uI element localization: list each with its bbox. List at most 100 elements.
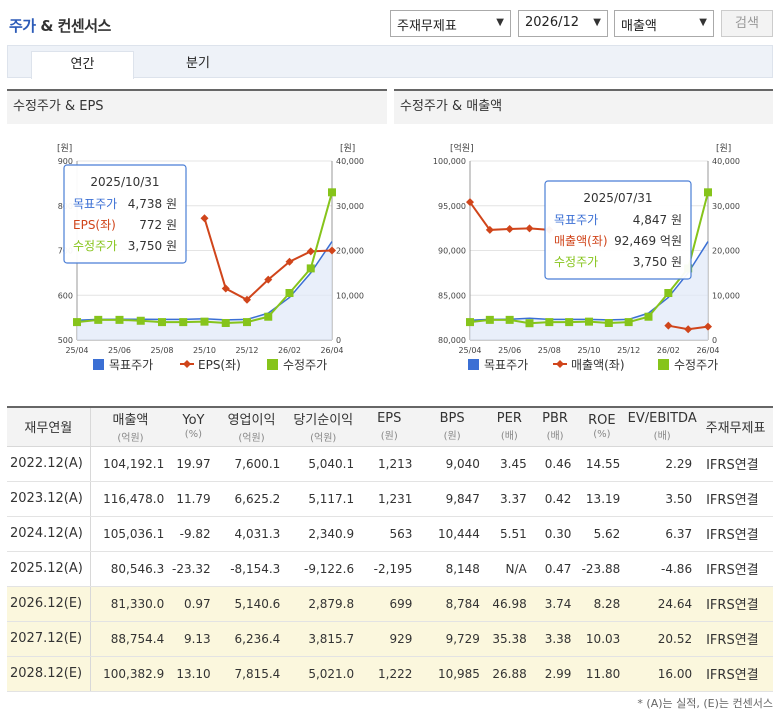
tab-quarterly[interactable]: 분기 xyxy=(186,56,210,71)
tooltip-value: 92,469 억원 xyxy=(614,234,682,248)
row-period: 2023.12(A) xyxy=(7,481,91,517)
right-axis-unit: [원] xyxy=(716,143,731,154)
table-cell: -23.88 xyxy=(577,551,627,587)
column-header: ROE (%) xyxy=(577,406,627,447)
price-point xyxy=(94,315,103,324)
x-tick-label: 26/04 xyxy=(320,346,343,355)
table-cell: 6,236.4 xyxy=(216,621,287,657)
table-cell: 3.74 xyxy=(532,586,578,622)
left-series-point xyxy=(525,224,534,233)
right-tick-label: 10,000 xyxy=(712,291,740,300)
table-cell: 24.64 xyxy=(626,586,699,622)
table-cell: -9,122.6 xyxy=(286,551,361,587)
x-tick-label: 25/04 xyxy=(458,346,481,355)
price-point xyxy=(200,317,209,326)
header: 주가 & 컨센서스 주재무제표 ▼ 2026/12 ▼ 매출액 ▼ 검색 xyxy=(0,0,779,44)
table-cell: -4.86 xyxy=(626,551,699,587)
price-point xyxy=(644,312,653,321)
legend-label: 목표주가 xyxy=(109,358,153,372)
table-cell: -8,154.3 xyxy=(216,551,287,587)
left-axis-unit: [억원] xyxy=(450,142,474,154)
chart-title: 수정주가 & EPS xyxy=(7,89,387,124)
price-point xyxy=(328,188,336,197)
row-period: 2027.12(E) xyxy=(7,621,91,657)
table-cell: 563 xyxy=(360,516,419,552)
x-tick-label: 25/06 xyxy=(498,346,521,355)
metric-select[interactable]: 매출액 ▼ xyxy=(614,10,714,37)
right-tick-label: 30,000 xyxy=(712,202,740,211)
table-cell: 100,382.9 xyxy=(90,656,171,692)
left-series-point xyxy=(485,225,494,234)
table-cell: 5,117.1 xyxy=(286,481,361,517)
table-cell: 14.55 xyxy=(577,446,627,482)
left-tick-label: 600 xyxy=(58,291,73,300)
right-tick-label: 20,000 xyxy=(336,247,364,256)
statement-type-select[interactable]: 주재무제표 ▼ xyxy=(390,10,511,37)
column-header-unit: (원) xyxy=(380,431,398,443)
column-header: PER (배) xyxy=(485,406,533,447)
chart-price-eps: [원][원]500600700800900010,00020,00030,000… xyxy=(57,143,364,372)
table-row: 2025.12(A) 80,546.3 -23.32 -8,154.3 -9,122.6… xyxy=(7,551,773,587)
table-cell: 35.38 xyxy=(485,621,533,657)
tooltip-value: 3,750 원 xyxy=(633,255,682,269)
column-header-label: PBR xyxy=(542,411,568,427)
column-header-unit: (배) xyxy=(500,431,518,443)
tooltip-value: 772 원 xyxy=(139,218,177,232)
table-cell: 5,140.6 xyxy=(216,586,287,622)
legend-swatch xyxy=(556,360,564,368)
x-tick-label: 25/12 xyxy=(617,346,640,355)
table-cell: 2,340.9 xyxy=(286,516,361,552)
table-cell: 20.52 xyxy=(626,621,699,657)
table-cell: 2.99 xyxy=(532,656,578,692)
left-series-point xyxy=(704,322,712,331)
legend-label: 수정주가 xyxy=(283,358,327,372)
price-point xyxy=(565,318,574,327)
table-cell: 10.03 xyxy=(577,621,627,657)
row-period: 2026.12(E) xyxy=(7,586,91,622)
right-tick-label: 40,000 xyxy=(712,157,740,166)
tooltip-value: 4,738 원 xyxy=(128,197,177,211)
period-value: 2026/12 xyxy=(525,15,580,30)
table-cell: 8,784 xyxy=(418,586,486,622)
tooltip-label: 목표주가 xyxy=(554,213,598,227)
table-cell: -23.32 xyxy=(170,551,217,587)
chart-price-sales: [억원] [원] 80,000 85,000 90,000 95,000 100,000 0 1… xyxy=(433,142,740,372)
table-row: 2023.12(A) 116,478.0 11.79 6,625.2 5,117.1 1,… xyxy=(7,481,773,517)
chevron-down-icon: ▼ xyxy=(593,17,601,28)
search-button[interactable]: 검색 xyxy=(721,10,773,37)
left-series-point xyxy=(684,325,693,334)
right-axis-unit: [원] xyxy=(340,143,355,154)
right-tick-label: 30,000 xyxy=(336,202,364,211)
left-series-point xyxy=(505,225,514,234)
left-series-point xyxy=(466,198,474,207)
table-cell: 5,040.1 xyxy=(286,446,361,482)
column-header-unit: (억원) xyxy=(238,433,265,445)
legend-swatch xyxy=(93,359,104,370)
legend-label: EPS(좌) xyxy=(198,358,241,372)
right-tick-label: 20,000 xyxy=(712,247,740,256)
left-tick-label: 95,000 xyxy=(438,202,466,211)
tooltip-label: EPS(좌) xyxy=(73,218,116,232)
table-row: 2022.12(A) 104,192.1 19.97 7,600.1 5,040.1 1,… xyxy=(7,446,773,482)
table-cell: 105,036.1 xyxy=(90,516,171,552)
left-series-point xyxy=(664,321,673,330)
tooltip-label: 목표주가 xyxy=(73,197,117,211)
tab-annual[interactable]: 연간 xyxy=(31,51,134,79)
left-series-point xyxy=(264,275,273,284)
column-header: YoY (%) xyxy=(170,406,217,447)
table-cell: 1,222 xyxy=(360,656,419,692)
table-cell: IFRS연결 xyxy=(698,446,773,482)
table-cell: IFRS연결 xyxy=(698,656,773,692)
statement-type-value: 주재무제표 xyxy=(397,19,457,34)
column-header: 당기순이익 (억원) xyxy=(286,406,361,447)
column-header-unit: (억원) xyxy=(117,433,144,445)
table-row: 2026.12(E) 81,330.0 0.97 5,140.6 2,879.8 699 8… xyxy=(7,586,773,622)
x-tick-label: 25/12 xyxy=(235,346,258,355)
period-select[interactable]: 2026/12 ▼ xyxy=(518,10,608,37)
price-point xyxy=(624,318,633,327)
table-cell: 10,444 xyxy=(418,516,486,552)
x-tick-label: 25/06 xyxy=(108,346,131,355)
price-point xyxy=(264,312,273,321)
column-header-label: EPS xyxy=(377,411,402,427)
legend-swatch xyxy=(658,359,669,370)
